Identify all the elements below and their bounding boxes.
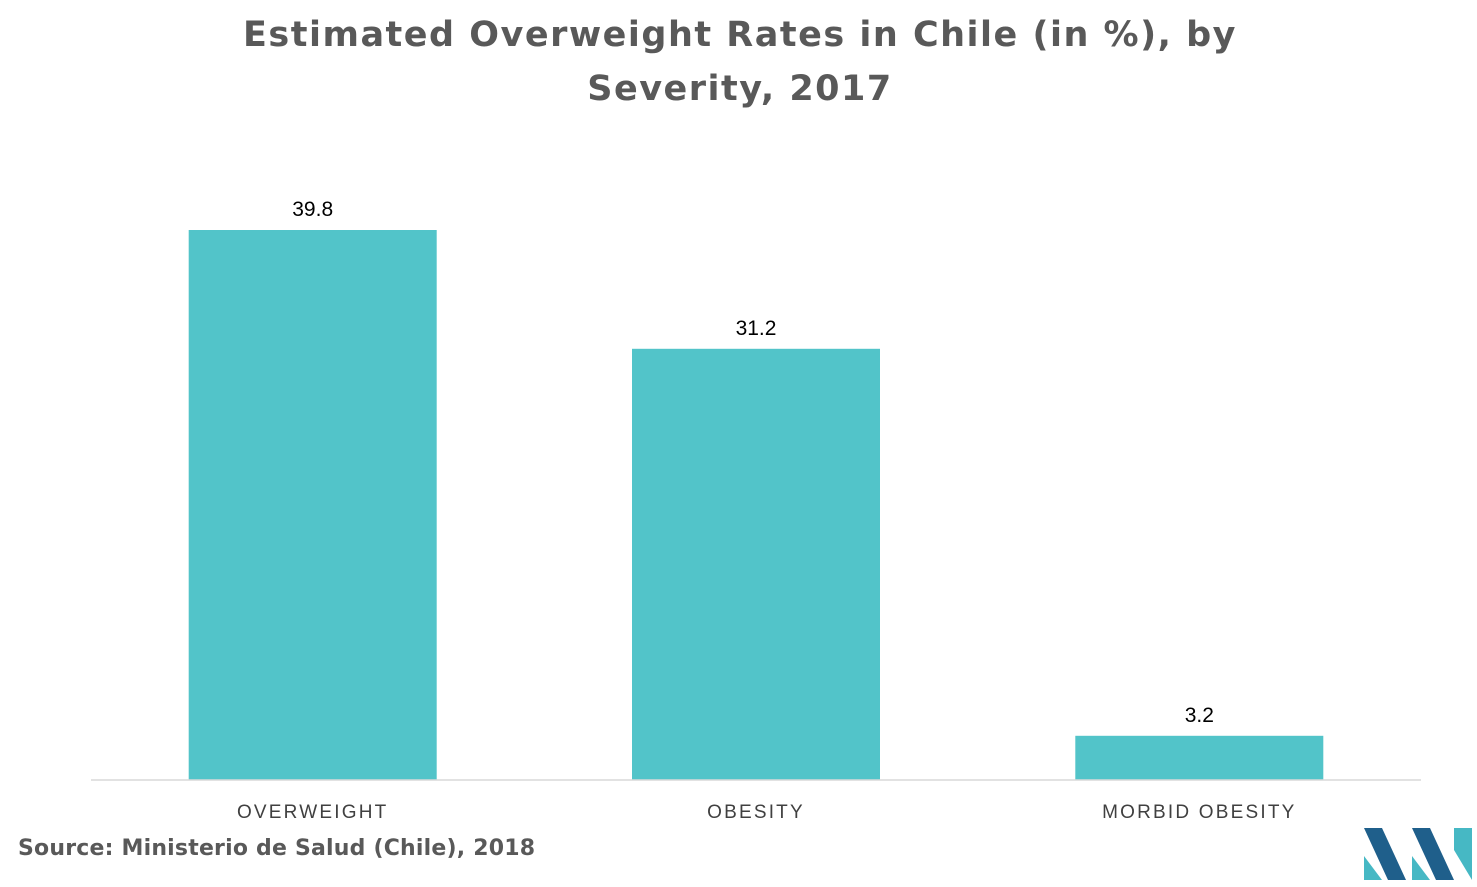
logo-shape-middle — [1412, 828, 1454, 880]
chart-title-line-2: Severity, 2017 — [587, 69, 893, 109]
value-label: 3.2 — [1185, 704, 1214, 727]
logo-shape-right — [1454, 828, 1472, 880]
mordor-intelligence-logo-icon — [1364, 828, 1472, 880]
source-note: Source: Ministerio de Salud (Chile), 201… — [18, 836, 536, 861]
logo-shape-left-base — [1364, 856, 1382, 880]
bar-obesity — [632, 348, 880, 780]
value-label-group: 39.8 31.2 3.2 — [292, 198, 1214, 727]
bar-overweight — [188, 230, 437, 780]
value-label: 31.2 — [736, 317, 777, 340]
value-label: 39.8 — [292, 198, 333, 221]
category-label: OVERWEIGHT — [237, 802, 389, 823]
chart-title: Estimated Overweight Rates in Chile (in … — [190, 8, 1290, 116]
category-label: MORBID OBESITY — [1102, 802, 1296, 823]
category-label: OBESITY — [707, 802, 805, 823]
bar-group — [188, 230, 1324, 780]
logo-shape-left — [1364, 828, 1406, 880]
chart-title-line-1: Estimated Overweight Rates in Chile (in … — [243, 15, 1237, 55]
category-label-group: OVERWEIGHT OBESITY MORBID OBESITY — [237, 802, 1296, 823]
logo-shape-middle-base — [1412, 856, 1430, 880]
bar-morbid-obesity — [1075, 735, 1324, 780]
